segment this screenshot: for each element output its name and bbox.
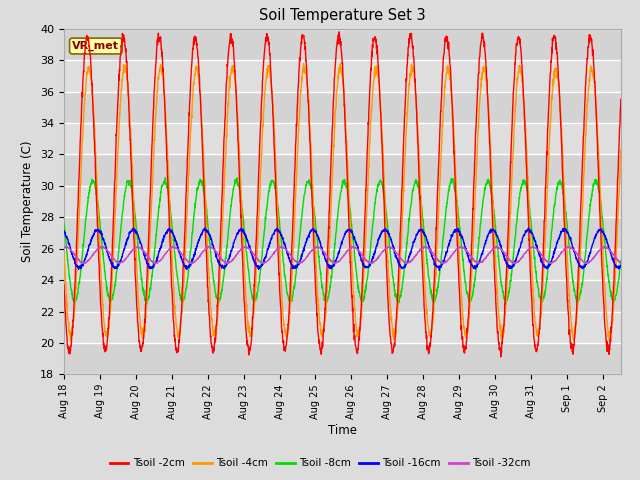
Tsoil -16cm [532,239,540,244]
Tsoil -2cm [346,244,354,250]
Tsoil -4cm [300,61,307,67]
Tsoil -16cm [409,242,417,248]
Tsoil -32cm [532,245,540,251]
Tsoil -4cm [598,229,605,235]
Tsoil -2cm [598,261,605,267]
Tsoil -2cm [93,201,100,206]
Text: VR_met: VR_met [72,41,119,51]
Tsoil -32cm [511,261,519,267]
Tsoil -8cm [532,270,540,276]
Tsoil -2cm [60,282,68,288]
Line: Tsoil -8cm: Tsoil -8cm [64,178,621,303]
Tsoil -16cm [60,228,68,234]
Tsoil -8cm [617,258,625,264]
Tsoil -4cm [426,333,434,338]
Tsoil -32cm [617,259,625,265]
Tsoil -16cm [617,263,625,269]
Tsoil -32cm [598,245,605,251]
Tsoil -32cm [346,246,353,252]
Bar [64,249,621,280]
Y-axis label: Soil Temperature (C): Soil Temperature (C) [22,141,35,263]
Tsoil -4cm [532,321,540,327]
Bar [64,92,621,123]
Tsoil -2cm [409,43,417,49]
Tsoil -4cm [93,181,100,187]
Tsoil -16cm [93,227,100,233]
Tsoil -4cm [67,338,74,344]
Tsoil -32cm [93,247,100,252]
Tsoil -2cm [532,346,540,351]
Tsoil -2cm [617,96,625,102]
Tsoil -16cm [598,228,605,234]
Line: Tsoil -4cm: Tsoil -4cm [64,64,621,341]
Line: Tsoil -32cm: Tsoil -32cm [64,246,621,264]
Title: Soil Temperature Set 3: Soil Temperature Set 3 [259,9,426,24]
Tsoil -8cm [426,284,434,290]
Bar [64,312,621,343]
Bar [64,217,621,249]
Tsoil -8cm [502,300,509,306]
Tsoil -16cm [426,246,434,252]
Bar [64,280,621,312]
Tsoil -32cm [409,257,417,263]
Tsoil -8cm [233,175,241,180]
Line: Tsoil -16cm: Tsoil -16cm [64,228,621,270]
Tsoil -16cm [201,225,209,231]
Line: Tsoil -2cm: Tsoil -2cm [64,32,621,357]
Tsoil -4cm [410,69,417,75]
Tsoil -4cm [346,216,354,222]
Tsoil -2cm [335,29,343,35]
Tsoil -4cm [617,147,625,153]
Legend: Tsoil -2cm, Tsoil -4cm, Tsoil -8cm, Tsoil -16cm, Tsoil -32cm: Tsoil -2cm, Tsoil -4cm, Tsoil -8cm, Tsoi… [106,454,534,472]
Tsoil -2cm [426,340,434,346]
Tsoil -32cm [60,245,68,251]
Tsoil -16cm [435,267,443,273]
Bar [64,155,621,186]
Bar [64,60,621,92]
Bar [64,343,621,374]
Tsoil -16cm [346,228,354,233]
Tsoil -8cm [60,220,68,226]
Tsoil -32cm [564,243,572,249]
Tsoil -8cm [409,188,417,193]
Tsoil -32cm [426,247,433,252]
Tsoil -4cm [60,252,68,258]
Tsoil -2cm [497,354,504,360]
Bar [64,186,621,217]
Bar [64,123,621,155]
Bar [64,29,621,60]
Tsoil -8cm [598,210,605,216]
Tsoil -8cm [346,204,354,210]
Tsoil -8cm [93,192,100,198]
X-axis label: Time: Time [328,424,357,437]
